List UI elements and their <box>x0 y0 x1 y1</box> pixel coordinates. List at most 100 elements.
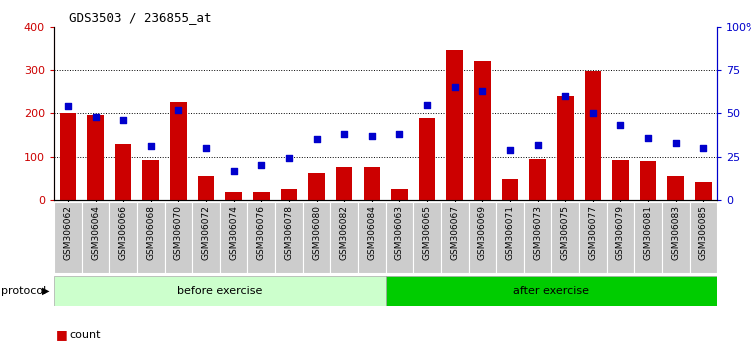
Text: GSM306069: GSM306069 <box>478 205 487 260</box>
Text: GSM306082: GSM306082 <box>339 205 348 260</box>
Bar <box>59 113 76 200</box>
Text: after exercise: after exercise <box>514 286 590 296</box>
Text: ▶: ▶ <box>42 286 50 296</box>
Bar <box>253 192 270 200</box>
Bar <box>363 167 380 200</box>
Text: GSM306075: GSM306075 <box>561 205 570 260</box>
Bar <box>143 160 159 200</box>
FancyBboxPatch shape <box>358 202 386 273</box>
Point <box>338 131 350 137</box>
FancyBboxPatch shape <box>469 202 496 273</box>
FancyBboxPatch shape <box>330 202 358 273</box>
Point <box>614 122 626 128</box>
Text: GSM306083: GSM306083 <box>671 205 680 260</box>
FancyBboxPatch shape <box>386 276 717 306</box>
Text: GSM306066: GSM306066 <box>119 205 128 260</box>
Text: GSM306074: GSM306074 <box>229 205 238 260</box>
Text: GSM306078: GSM306078 <box>285 205 294 260</box>
Point <box>228 168 240 173</box>
Text: GSM306062: GSM306062 <box>63 205 72 260</box>
Point <box>200 145 212 151</box>
Bar <box>281 189 297 200</box>
Bar <box>336 167 352 200</box>
FancyBboxPatch shape <box>551 202 579 273</box>
Bar <box>419 118 436 200</box>
FancyBboxPatch shape <box>54 276 386 306</box>
Text: protocol: protocol <box>1 286 46 296</box>
Point <box>394 131 406 137</box>
Bar <box>170 102 187 200</box>
Bar <box>474 61 490 200</box>
FancyBboxPatch shape <box>607 202 635 273</box>
FancyBboxPatch shape <box>689 202 717 273</box>
FancyBboxPatch shape <box>192 202 220 273</box>
Point <box>448 84 460 90</box>
Text: ■: ■ <box>56 328 72 341</box>
Bar <box>612 160 629 200</box>
FancyBboxPatch shape <box>413 202 441 273</box>
Text: GSM306063: GSM306063 <box>395 205 404 260</box>
Point <box>62 103 74 109</box>
Point <box>421 102 433 107</box>
Text: GSM306065: GSM306065 <box>423 205 432 260</box>
Point <box>642 135 654 141</box>
Bar <box>308 173 325 200</box>
Text: GSM306076: GSM306076 <box>257 205 266 260</box>
FancyBboxPatch shape <box>303 202 330 273</box>
Point <box>504 147 516 153</box>
Point <box>255 162 267 168</box>
Point <box>89 114 101 120</box>
FancyBboxPatch shape <box>441 202 469 273</box>
FancyBboxPatch shape <box>496 202 523 273</box>
Text: before exercise: before exercise <box>177 286 263 296</box>
Bar <box>115 144 131 200</box>
Text: GSM306079: GSM306079 <box>616 205 625 260</box>
Text: GSM306073: GSM306073 <box>533 205 542 260</box>
Bar <box>695 182 712 200</box>
FancyBboxPatch shape <box>220 202 248 273</box>
Point <box>173 107 185 113</box>
FancyBboxPatch shape <box>164 202 192 273</box>
Point <box>559 93 572 99</box>
Text: GSM306071: GSM306071 <box>505 205 514 260</box>
Text: GSM306077: GSM306077 <box>588 205 597 260</box>
Bar <box>198 176 214 200</box>
Text: GSM306064: GSM306064 <box>91 205 100 260</box>
Point <box>670 140 682 145</box>
Point <box>311 136 323 142</box>
Bar <box>502 179 518 200</box>
Text: GSM306084: GSM306084 <box>367 205 376 260</box>
Text: GSM306080: GSM306080 <box>312 205 321 260</box>
Bar <box>529 159 546 200</box>
Text: GSM306067: GSM306067 <box>450 205 459 260</box>
FancyBboxPatch shape <box>662 202 689 273</box>
Text: GSM306081: GSM306081 <box>644 205 653 260</box>
Point <box>366 133 378 139</box>
FancyBboxPatch shape <box>579 202 607 273</box>
Point <box>117 118 129 123</box>
Bar <box>640 161 656 200</box>
Text: GDS3503 / 236855_at: GDS3503 / 236855_at <box>69 11 212 24</box>
Text: GSM306070: GSM306070 <box>174 205 183 260</box>
FancyBboxPatch shape <box>635 202 662 273</box>
Point <box>283 155 295 161</box>
Point <box>476 88 488 93</box>
Bar <box>225 192 242 200</box>
FancyBboxPatch shape <box>275 202 303 273</box>
FancyBboxPatch shape <box>82 202 110 273</box>
Text: count: count <box>70 330 101 339</box>
Text: GSM306072: GSM306072 <box>201 205 210 260</box>
Bar <box>87 115 104 200</box>
FancyBboxPatch shape <box>110 202 137 273</box>
Text: GSM306068: GSM306068 <box>146 205 155 260</box>
Bar <box>584 71 601 200</box>
FancyBboxPatch shape <box>386 202 413 273</box>
Point <box>698 145 710 151</box>
Bar <box>391 189 408 200</box>
Bar <box>557 96 574 200</box>
Text: GSM306085: GSM306085 <box>699 205 708 260</box>
Bar <box>446 50 463 200</box>
Point <box>532 142 544 147</box>
Point <box>145 143 157 149</box>
FancyBboxPatch shape <box>248 202 275 273</box>
